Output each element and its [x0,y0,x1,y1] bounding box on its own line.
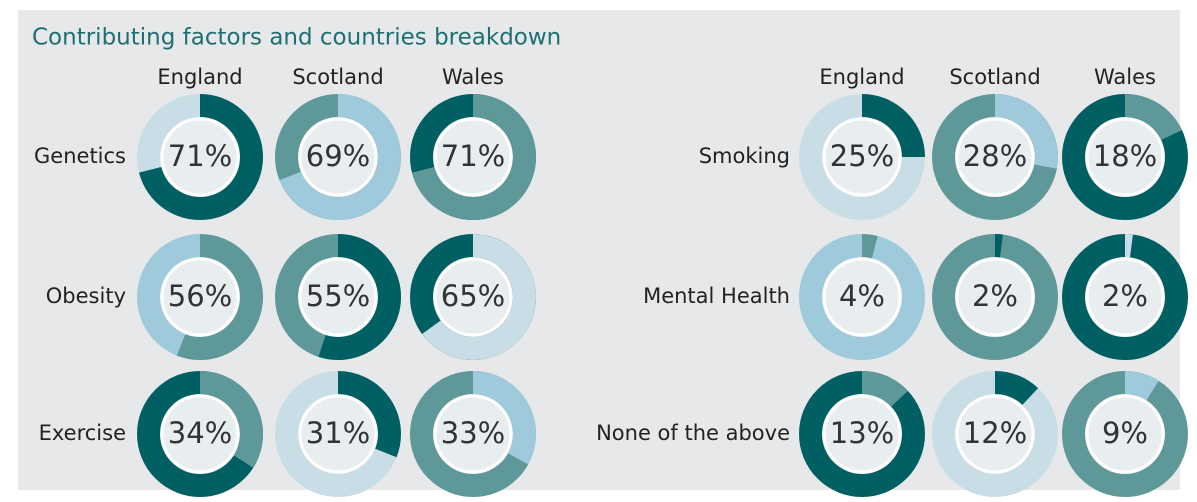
donut-center [1085,117,1165,197]
donut-center [298,394,378,474]
donut-center [955,394,1035,474]
donut-center [1085,257,1165,337]
value-label: 71% [441,139,505,173]
column-header: Wales [1094,65,1156,89]
donut-center [822,117,902,197]
donut-center [160,394,240,474]
row-label: Mental Health [643,284,790,308]
row-label: None of the above [596,421,790,445]
value-label: 2% [972,279,1018,313]
donut-center [298,117,378,197]
value-label: 4% [839,279,885,313]
value-label: 28% [963,139,1027,173]
row-label: Smoking [699,144,790,168]
donut-segment [861,94,925,158]
donut-center [298,257,378,337]
donut-center [822,394,902,474]
donut-center [955,257,1035,337]
donut-segment [176,234,263,360]
value-label: 71% [168,139,232,173]
donut-segment [279,94,401,220]
row-label: Exercise [39,421,126,445]
donut-segment [138,94,263,220]
donut-segment [422,234,536,360]
donut-center [160,117,240,197]
value-label: 9% [1102,416,1148,450]
value-label: 13% [830,416,894,450]
column-header: Scotland [949,65,1040,89]
row-label: Obesity [46,284,126,308]
value-label: 56% [168,279,232,313]
donut-segment [861,371,908,408]
donut-segment [318,234,401,360]
donut-segment [337,371,401,458]
donut-segment [994,94,1058,169]
column-header: England [157,65,242,89]
donut-segment [411,94,536,220]
donut-center [433,394,513,474]
donut-center [160,257,240,337]
value-label: 33% [441,416,505,450]
value-label: 34% [168,416,232,450]
donut-segment [861,234,878,259]
value-label: 25% [830,139,894,173]
donut-center [433,117,513,197]
value-label: 31% [306,416,370,450]
value-label: 18% [1093,139,1157,173]
donut-segment [1124,371,1159,401]
donut-center [822,257,902,337]
donut-segment [994,371,1039,406]
donut-segment [199,371,263,468]
value-label: 2% [1102,279,1148,313]
row-label: Genetics [34,144,126,168]
value-label: 65% [441,279,505,313]
donut-center [433,257,513,337]
value-label: 69% [306,139,370,173]
chart-title: Contributing factors and countries break… [32,25,561,51]
value-label: 12% [963,416,1027,450]
column-header: Wales [442,65,504,89]
column-header: Scotland [292,65,383,89]
donut-center [955,117,1035,197]
column-header: England [819,65,904,89]
donut-center [1085,394,1165,474]
value-label: 55% [306,279,370,313]
donut-segment [472,371,536,465]
donut-segment [1124,94,1183,141]
